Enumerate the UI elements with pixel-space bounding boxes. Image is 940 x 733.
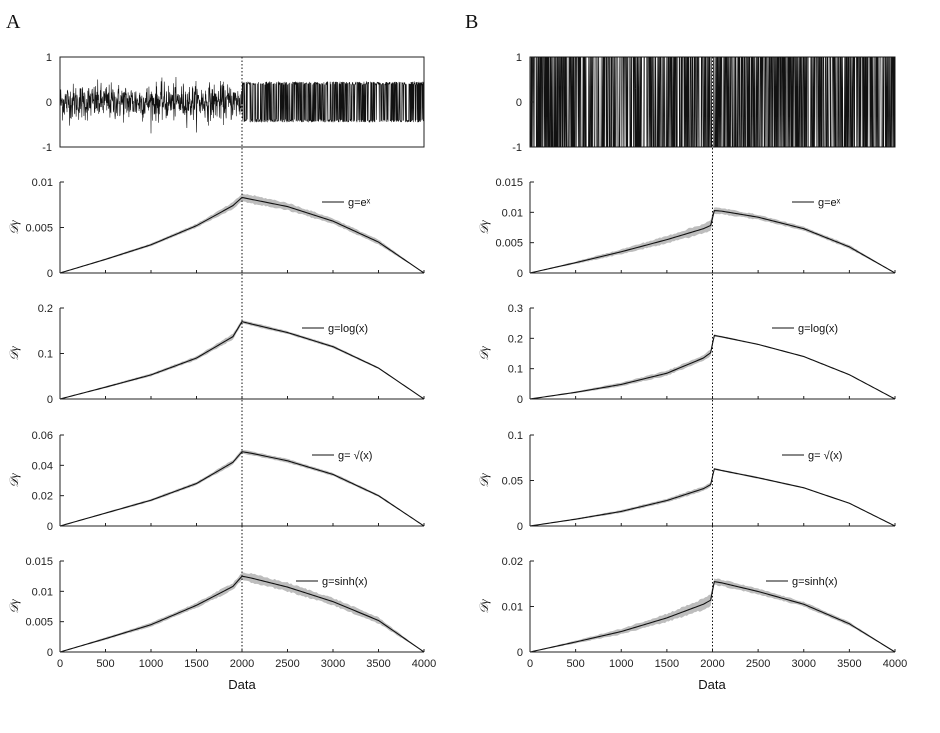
y-tick-label: 0.01 xyxy=(32,586,53,598)
y-tick-label: 0.005 xyxy=(495,238,523,250)
signal-trace xyxy=(529,56,896,148)
chart-a-0: 1 0 -1 xyxy=(42,52,425,154)
x-axis-label-a: Data xyxy=(228,677,256,692)
x-tick-label: 500 xyxy=(566,658,584,670)
chart-a-2: 0.2 0.1 0 𝒟γ g=log(x) xyxy=(7,303,425,406)
legend-label: g=sinh(x) xyxy=(792,576,838,588)
y-tick-label: 0.01 xyxy=(502,207,523,219)
x-tick-label: 4000 xyxy=(412,658,436,670)
chart-a-4: 0.015 0.01 0.005 0 𝒟γ g=sinh(x) 0 500 1000 1500 20… xyxy=(7,556,436,670)
y-tick-label: 0.2 xyxy=(508,333,523,345)
panel-letter-a: A xyxy=(6,11,21,33)
y-axis-label: 𝒟γ xyxy=(7,599,21,614)
y-tick-label: 0.1 xyxy=(38,349,53,361)
confidence-band xyxy=(60,572,424,652)
y-tick-label: 0.04 xyxy=(32,460,53,472)
legend-label: g=log(x) xyxy=(798,323,838,335)
y-tick-label: 0.2 xyxy=(38,303,53,315)
y-tick-label: 0 xyxy=(47,394,53,406)
mean-line xyxy=(529,334,896,400)
y-axis-label: 𝒟γ xyxy=(7,220,21,235)
chart-b-1: 0.015 0.01 0.005 0 𝒟γ g=eˣ xyxy=(477,177,896,280)
legend-label: g=sinh(x) xyxy=(322,576,368,588)
y-axis-label: 𝒟γ xyxy=(477,220,491,235)
legend-label: g=eˣ xyxy=(818,197,841,209)
panel-letter-b: B xyxy=(465,11,478,33)
chart-b-3: 0.1 0.05 0 𝒟γ g= √(x) xyxy=(477,430,896,533)
y-tick-label: 0.06 xyxy=(32,430,53,442)
chart-a-1: 0.01 0.005 0 𝒟γ g=eˣ xyxy=(7,177,425,280)
y-axis-label: 𝒟γ xyxy=(477,599,491,614)
y-tick-label: 0.01 xyxy=(32,177,53,189)
y-axis-label: 𝒟γ xyxy=(477,346,491,361)
legend-label: g=log(x) xyxy=(328,323,368,335)
plot-area: 1 0 -1 0.01 0.005 0 𝒟γ g=eˣ 0.2 0.1 0 𝒟γ g=log(x) 0.0… xyxy=(7,52,907,670)
y-tick-label: 0 xyxy=(517,268,523,280)
chart-a-3: 0.06 0.04 0.02 0 𝒟γ g= √(x) xyxy=(7,430,425,533)
y-axis-label: 𝒟γ xyxy=(7,346,21,361)
y-tick-label: 0.005 xyxy=(25,223,53,235)
mean-line xyxy=(529,209,896,274)
y-axis-label: 𝒟γ xyxy=(7,473,21,488)
mean-line xyxy=(59,451,425,527)
x-tick-label: 2000 xyxy=(700,658,724,670)
mean-line xyxy=(59,321,425,400)
y-tick-label: 0.015 xyxy=(495,177,523,189)
mean-line xyxy=(529,468,896,527)
legend-label: g=eˣ xyxy=(348,197,371,209)
mean-line xyxy=(529,581,896,653)
x-tick-label: 2000 xyxy=(230,658,254,670)
legend-label: g= √(x) xyxy=(808,450,842,462)
y-tick-label: -1 xyxy=(42,142,52,154)
confidence-band xyxy=(530,578,895,652)
chart-b-4: 0.02 0.01 0 𝒟γ g=sinh(x) 0 500 1000 1500 2000 2500… xyxy=(477,556,907,670)
y-tick-label: 0.3 xyxy=(508,303,523,315)
y-tick-label: 0 xyxy=(516,97,522,109)
x-tick-label: 3000 xyxy=(321,658,345,670)
x-tick-label: 2500 xyxy=(746,658,770,670)
y-tick-label: 0.015 xyxy=(25,556,53,568)
y-tick-label: 0 xyxy=(47,268,53,280)
x-tick-label: 2500 xyxy=(275,658,299,670)
x-tick-label: 500 xyxy=(96,658,114,670)
y-tick-label: 0.01 xyxy=(502,602,523,614)
x-tick-label: 0 xyxy=(527,658,533,670)
y-tick-label: 0 xyxy=(46,97,52,109)
y-tick-label: 0.02 xyxy=(32,491,53,503)
x-tick-label: 4000 xyxy=(883,658,907,670)
y-tick-label: 0.05 xyxy=(502,476,523,488)
y-tick-label: -1 xyxy=(512,142,522,154)
y-tick-label: 1 xyxy=(46,52,52,64)
x-tick-label: 1000 xyxy=(139,658,163,670)
legend-label: g= √(x) xyxy=(338,450,372,462)
x-axis-label-b: Data xyxy=(698,677,726,692)
x-tick-label: 1000 xyxy=(609,658,633,670)
y-tick-label: 0.02 xyxy=(502,556,523,568)
y-tick-label: 0 xyxy=(47,521,53,533)
x-tick-label: 0 xyxy=(57,658,63,670)
x-tick-label: 1500 xyxy=(184,658,208,670)
chart-b-2: 0.3 0.2 0.1 0 𝒟γ g=log(x) xyxy=(477,303,896,406)
y-tick-label: 0 xyxy=(47,647,53,659)
y-tick-label: 0 xyxy=(517,521,523,533)
y-tick-label: 0.1 xyxy=(508,364,523,376)
x-tick-label: 1500 xyxy=(655,658,679,670)
y-tick-label: 1 xyxy=(516,52,522,64)
x-tick-label: 3000 xyxy=(792,658,816,670)
x-tick-label: 3500 xyxy=(837,658,861,670)
confidence-band xyxy=(530,334,895,399)
x-tick-label: 3500 xyxy=(366,658,390,670)
confidence-band xyxy=(530,207,895,273)
chart-b-0: 1 0 -1 xyxy=(512,52,896,154)
y-tick-label: 0.005 xyxy=(25,617,53,629)
y-tick-label: 0 xyxy=(517,394,523,406)
y-axis-label: 𝒟γ xyxy=(477,473,491,488)
y-tick-label: 0 xyxy=(517,647,523,659)
y-tick-label: 0.1 xyxy=(508,430,523,442)
